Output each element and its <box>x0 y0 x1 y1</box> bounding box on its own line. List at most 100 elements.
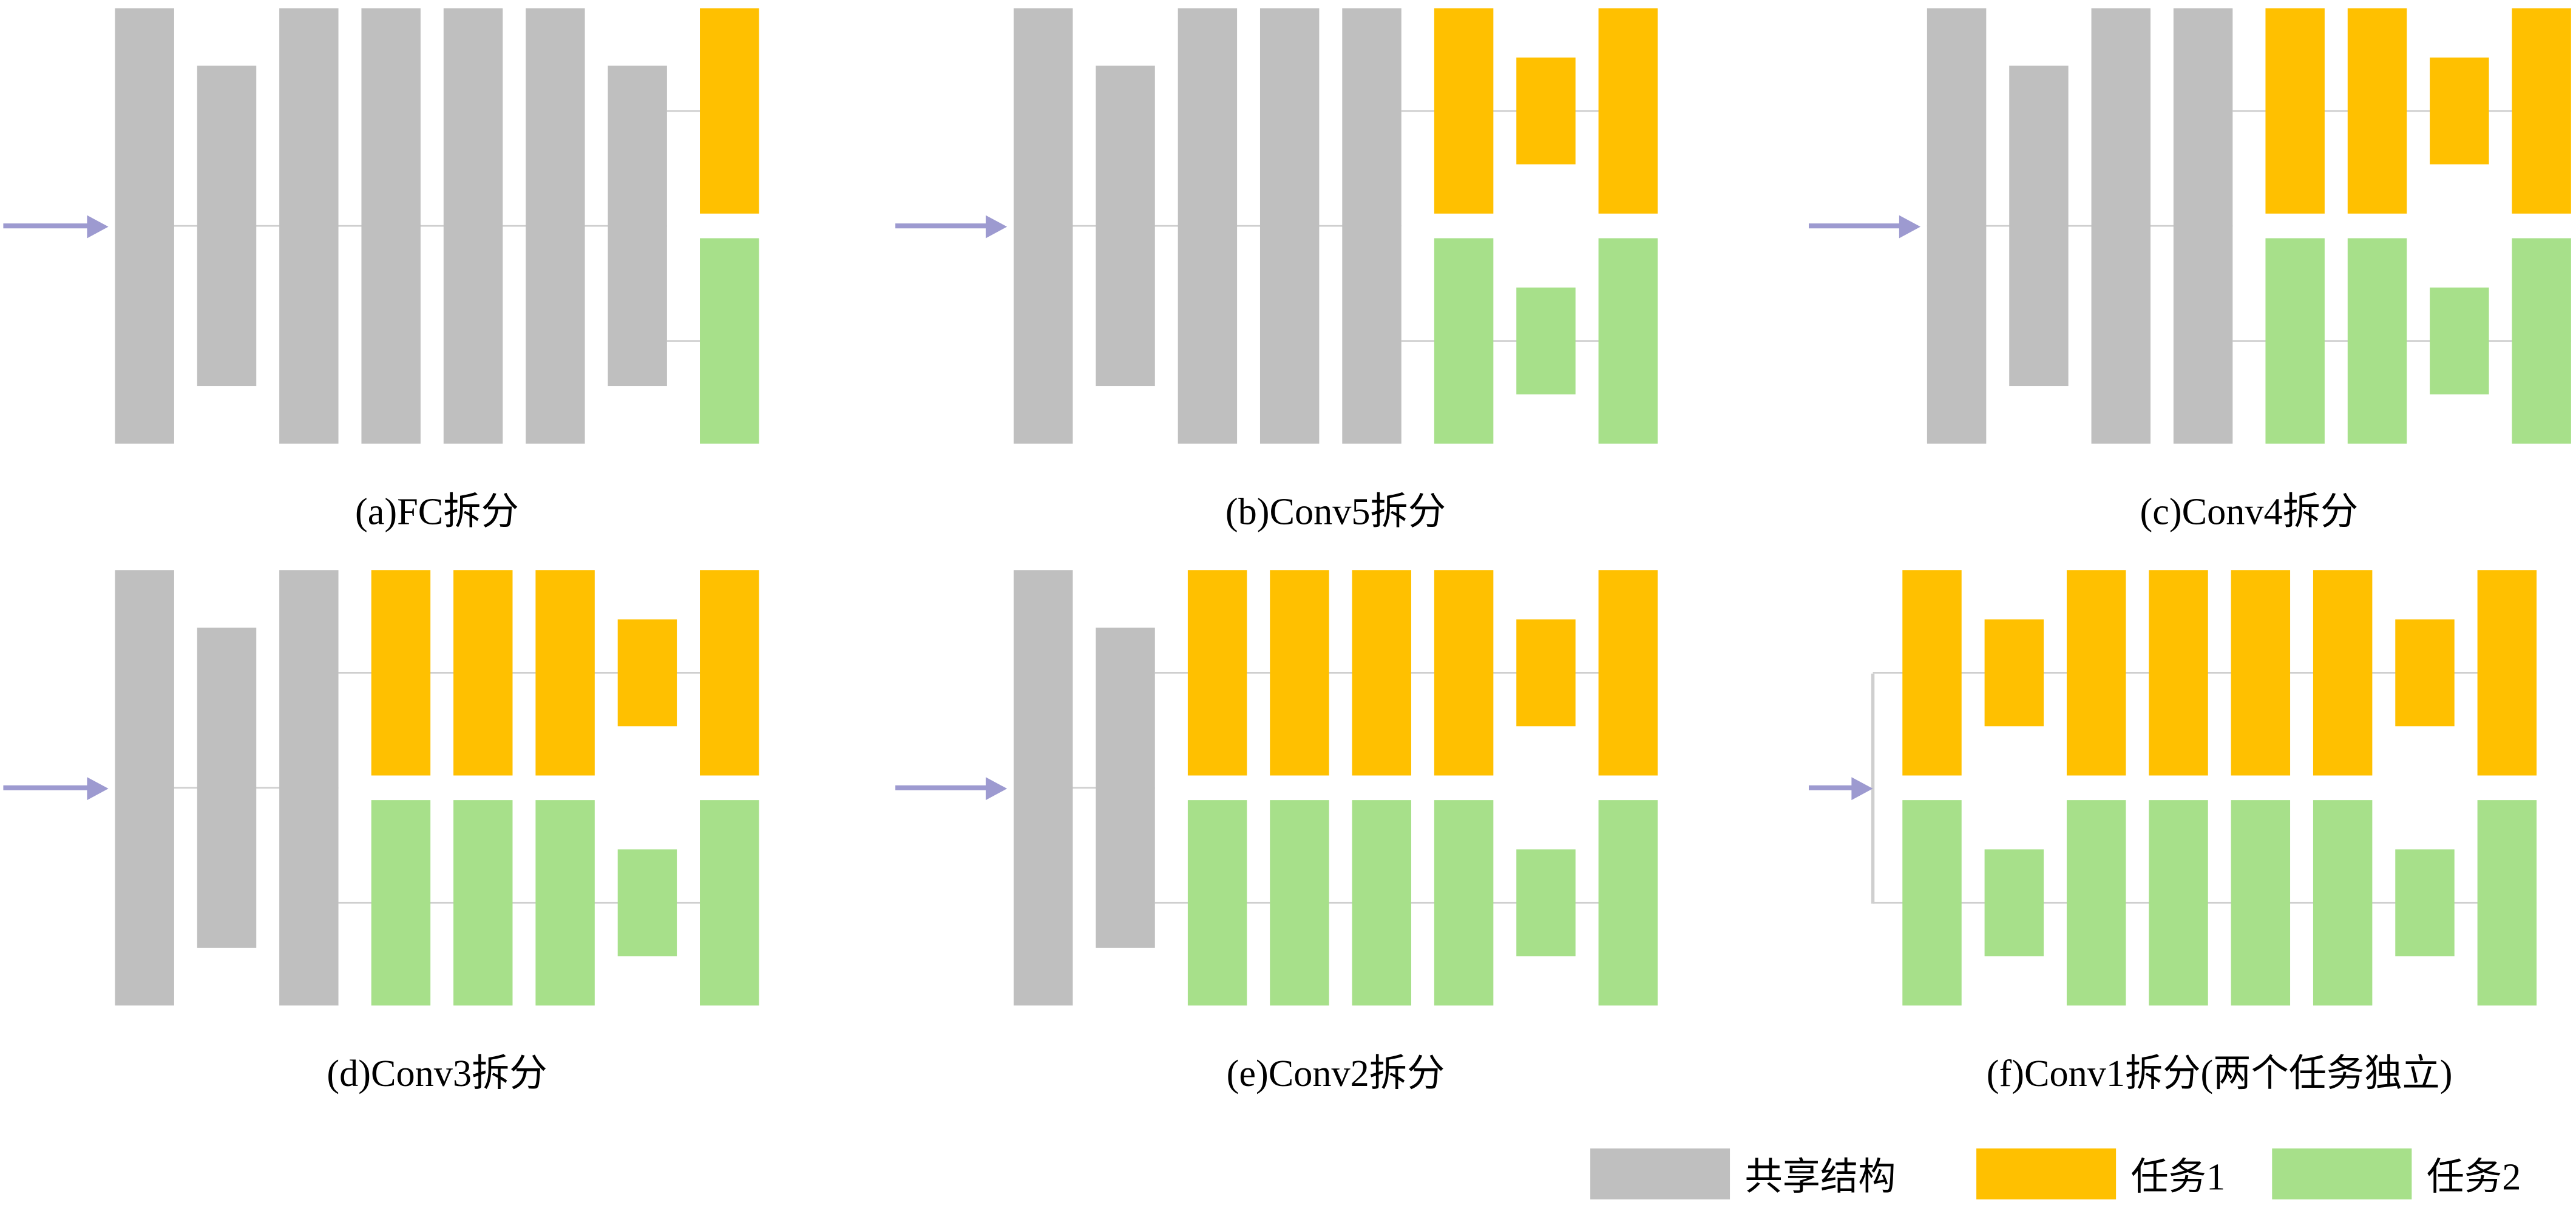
shared-layer-bar <box>115 8 174 444</box>
task1-layer-bar <box>2477 570 2537 776</box>
task2-layer-bar <box>1352 800 1411 1006</box>
task2-layer-bar <box>2395 849 2455 957</box>
task1-layer-bar <box>2512 8 2571 214</box>
task2-layer-bar <box>1434 238 1494 444</box>
shared-layer-bar <box>279 570 339 1006</box>
shared-layer-bar <box>1927 8 1987 444</box>
input-arrow-head <box>985 214 1008 238</box>
shared-layer-bar <box>279 8 339 444</box>
task2-layer-bar <box>1516 287 1576 395</box>
shared-layer-bar <box>1013 8 1073 444</box>
task2-layer-bar <box>2265 238 2325 444</box>
task1-layer-bar <box>1598 570 1658 776</box>
task1-layer-bar <box>2149 570 2208 776</box>
task2-layer-bar <box>2430 287 2489 395</box>
task2-layer-bar <box>371 800 431 1006</box>
panel-caption: (c)Conv4拆分 <box>2140 491 2359 532</box>
task1-layer-bar <box>371 570 431 776</box>
task1-color-swatch <box>1976 1147 2117 1199</box>
task1-layer-bar <box>1598 8 1658 214</box>
task2-layer-bar <box>535 800 595 1006</box>
input-arrow-line <box>1808 223 1901 228</box>
shared-layer-bar <box>2009 66 2069 387</box>
task1-layer-bar <box>1352 570 1411 776</box>
task1-layer-bar <box>2265 8 2325 214</box>
shared-color-swatch <box>1590 1147 1730 1199</box>
task2-layer-bar <box>1516 849 1576 957</box>
task2-layer-bar <box>1434 800 1494 1006</box>
legend: 共享结构 任务1 任务2 <box>0 1145 2576 1201</box>
panel-caption: (b)Conv5拆分 <box>1225 491 1446 532</box>
shared-layer-bar <box>2091 8 2151 444</box>
shared-layer-bar <box>1096 66 1155 387</box>
task1-layer-bar <box>2395 619 2455 727</box>
task2-layer-bar <box>1598 800 1658 1006</box>
task2-layer-bar <box>2231 800 2291 1006</box>
task1-layer-bar <box>2430 57 2489 165</box>
task2-layer-bar <box>2066 800 2126 1006</box>
panel-caption: (e)Conv2拆分 <box>1226 1053 1445 1094</box>
legend-label-task1: 任务1 <box>2130 1156 2226 1198</box>
task1-layer-bar <box>1434 570 1494 776</box>
shared-layer-bar <box>1342 8 1402 444</box>
shared-layer-bar <box>197 627 257 948</box>
legend-item-task1: 任务1 <box>1976 1145 2225 1201</box>
task2-layer-bar <box>700 800 759 1006</box>
connector-shared-line <box>1013 786 1155 789</box>
panel-caption: (d)Conv3拆分 <box>327 1053 547 1094</box>
task2-layer-bar <box>1270 800 1329 1006</box>
task1-layer-bar <box>2313 570 2373 776</box>
task1-layer-bar <box>2347 8 2407 214</box>
task1-layer-bar <box>1516 619 1576 727</box>
connector-shared-line <box>1927 225 2233 228</box>
input-arrow-head <box>1851 776 1873 799</box>
input-arrow-head <box>87 776 109 799</box>
shared-layer-bar <box>443 8 503 444</box>
task2-layer-bar <box>453 800 513 1006</box>
task2-layer-bar <box>2149 800 2208 1006</box>
task2-layer-bar <box>2477 800 2537 1006</box>
legend-item-shared: 共享结构 <box>1590 1145 1896 1201</box>
shared-layer-bar <box>1096 627 1155 948</box>
task1-layer-bar <box>617 619 677 727</box>
task1-layer-bar <box>1187 570 1247 776</box>
input-arrow-head <box>87 214 109 238</box>
panel-caption: (f)Conv1拆分(两个任务独立) <box>1986 1053 2453 1094</box>
task1-layer-bar <box>1984 619 2044 727</box>
input-arrow-head <box>1899 214 1921 238</box>
task1-layer-bar <box>700 570 759 776</box>
task2-layer-bar <box>2313 800 2373 1006</box>
task1-layer-bar <box>453 570 513 776</box>
task1-layer-bar <box>535 570 595 776</box>
legend-item-task2: 任务2 <box>2272 1145 2521 1201</box>
task2-layer-bar <box>700 238 759 444</box>
shared-layer-bar <box>526 8 585 444</box>
input-arrow-head <box>985 776 1008 799</box>
task2-layer-bar <box>1598 238 1658 444</box>
task1-layer-bar <box>700 8 759 214</box>
input-arrow-line <box>895 223 988 228</box>
shared-layer-bar <box>1178 8 1238 444</box>
task1-layer-bar <box>1270 570 1329 776</box>
shared-layer-bar <box>2173 8 2233 444</box>
input-arrow-line <box>895 785 988 790</box>
task2-layer-bar <box>617 849 677 957</box>
legend-label-task2: 任务2 <box>2426 1156 2521 1198</box>
legend-label-shared: 共享结构 <box>1744 1156 1896 1198</box>
task2-color-swatch <box>2272 1147 2412 1199</box>
task2-layer-bar <box>1187 800 1247 1006</box>
shared-layer-bar <box>197 66 257 387</box>
input-arrow-line <box>1808 785 1854 790</box>
shared-layer-bar <box>1259 8 1320 444</box>
panel-caption: (a)FC拆分 <box>355 491 519 532</box>
task1-layer-bar <box>1902 570 1962 776</box>
task2-layer-bar <box>2347 238 2407 444</box>
shared-layer-bar <box>608 66 667 387</box>
input-arrow-line <box>3 785 89 790</box>
task1-layer-bar <box>1516 57 1576 165</box>
shared-layer-bar <box>1013 570 1073 1006</box>
shared-layer-bar <box>361 8 421 444</box>
task1-layer-bar <box>2066 570 2126 776</box>
